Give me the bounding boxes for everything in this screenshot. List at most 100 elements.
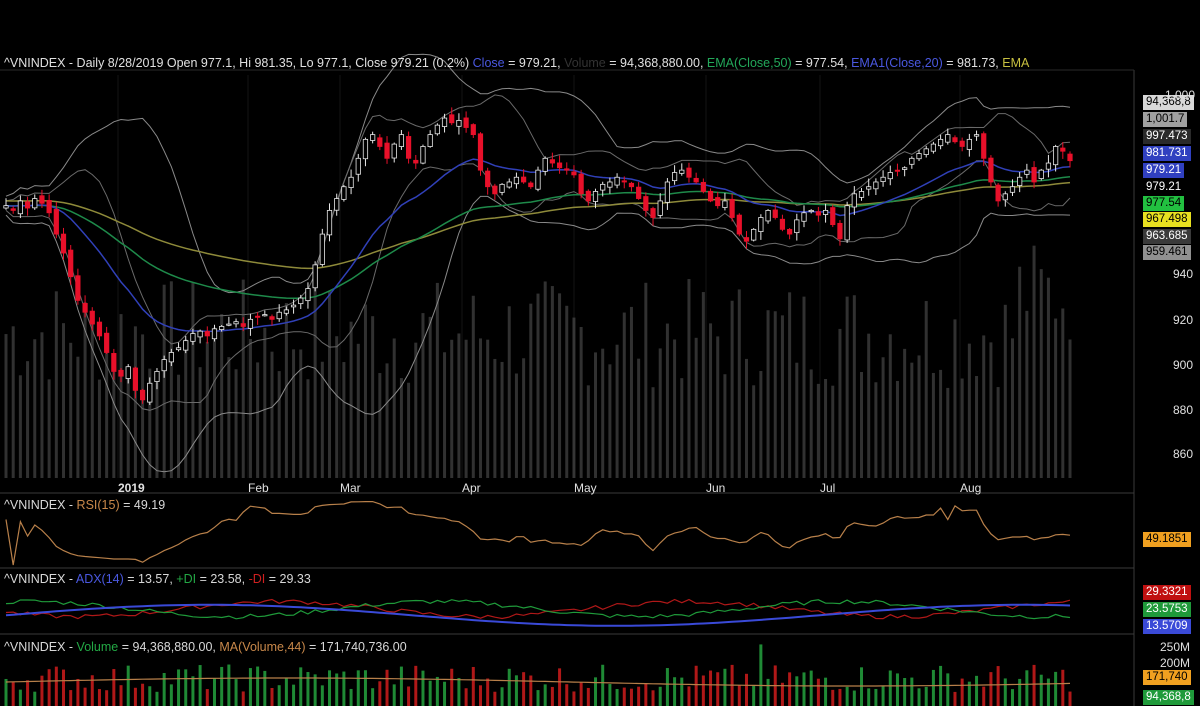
- candle-body: [319, 233, 325, 265]
- candle-body: [96, 321, 103, 337]
- volume-background-bar: [414, 342, 418, 478]
- volume-bar: [924, 686, 928, 706]
- candle-body: [305, 288, 311, 302]
- volume-background-bar: [105, 333, 109, 478]
- candle-body: [528, 182, 534, 188]
- volume-bar: [33, 691, 37, 706]
- volume-bar: [313, 674, 317, 706]
- ema50-legend: EMA(Close,50): [706, 56, 792, 70]
- candle-body: [636, 186, 642, 199]
- candle-body: [53, 209, 59, 235]
- ema50-legend-value: = 977.54,: [791, 56, 852, 70]
- candle-body: [614, 176, 620, 186]
- adx-legend-value: = 13.57,: [123, 572, 177, 586]
- volume-bar: [917, 688, 921, 706]
- volume-bar: [4, 678, 8, 706]
- candle-body: [751, 228, 757, 241]
- candle-body: [377, 137, 383, 147]
- candle-body: [858, 191, 865, 198]
- volume-bar: [522, 672, 526, 706]
- volume-background-bar: [69, 342, 73, 478]
- candle-body: [844, 205, 850, 241]
- volume-bar: [198, 665, 202, 706]
- volume-background-bar: [349, 321, 353, 478]
- volume-background-bar: [579, 327, 583, 478]
- volume-bar: [349, 688, 353, 706]
- volume-bar: [752, 685, 756, 706]
- volume-bar: [69, 690, 73, 706]
- x-axis-label-aug: Aug: [960, 481, 982, 495]
- volume-bar: [342, 671, 346, 706]
- volume-background-bar: [536, 293, 540, 478]
- candle-body: [391, 143, 397, 159]
- volume-background-bar: [802, 296, 806, 478]
- x-axis-label-mar: Mar: [340, 481, 361, 495]
- volume-background-bar: [665, 323, 669, 478]
- volume-background-bar: [816, 383, 820, 478]
- volume-bar: [629, 688, 633, 706]
- volume-bar: [1018, 678, 1022, 706]
- candle-body: [679, 169, 685, 174]
- ema-slow-legend: EMA: [1002, 56, 1030, 70]
- volume-bar: [428, 680, 432, 706]
- volume-bar: [493, 691, 497, 706]
- volume-bar: [363, 670, 367, 706]
- volume-background-bar: [917, 355, 921, 478]
- candle-body: [298, 297, 304, 305]
- candle-body: [362, 138, 369, 160]
- candle-body: [334, 198, 340, 211]
- volume-bar: [651, 690, 655, 706]
- volume-bar: [1003, 678, 1007, 706]
- candle-body: [643, 196, 649, 211]
- ema20-legend-value: = 981.73,: [942, 56, 1003, 70]
- candle-body: [82, 303, 88, 313]
- volume-background-bar: [975, 376, 979, 478]
- candle-body: [535, 169, 541, 190]
- volume-background-bar: [874, 382, 878, 478]
- volume-background-bar: [26, 361, 30, 478]
- candle-body: [477, 133, 484, 171]
- volume-bar: [328, 670, 332, 706]
- price-tag-ema20: 981.731: [1143, 146, 1191, 161]
- candle-body: [973, 134, 980, 137]
- volume-bar: [248, 668, 252, 706]
- volume-bar: [824, 677, 828, 706]
- volume-background-bar: [1054, 318, 1058, 478]
- volume-background-bar: [299, 349, 303, 478]
- volume-background-bar: [996, 387, 1000, 478]
- minus-di-line: [5, 598, 1071, 620]
- volume-background-bar: [881, 357, 885, 478]
- volume-bar: [874, 688, 878, 706]
- volume-bar: [558, 668, 562, 706]
- volume-background-bar: [18, 375, 22, 478]
- volume-background-bar: [953, 319, 957, 478]
- volume-background-bar: [730, 300, 734, 478]
- candle-body: [262, 314, 268, 317]
- y-axis-label-920: 920: [1173, 313, 1194, 327]
- volume-bar: [665, 668, 669, 706]
- volume-legend: Volume: [564, 56, 606, 70]
- volume-background-bar: [888, 334, 892, 478]
- volume-background-bar: [939, 369, 943, 478]
- volume-background-bar: [780, 315, 784, 478]
- volume-bar: [637, 686, 641, 706]
- volume-bar: [486, 678, 490, 706]
- outer-upper-band: [5, 53, 1071, 294]
- volume-bar: [860, 667, 864, 706]
- volume-background-bar: [658, 348, 662, 478]
- volume-bar: [809, 670, 813, 706]
- candle-body: [988, 157, 994, 183]
- outer-lower-band: [5, 195, 1071, 473]
- volume-bar: [622, 687, 626, 706]
- volume-bar: [141, 683, 145, 706]
- volume-background-bar: [112, 362, 116, 478]
- volume-bar: [960, 678, 964, 706]
- price-panel-header: ^VNINDEX - Daily 8/28/2019 Open 977.1, H…: [4, 56, 1029, 70]
- volume-background-bar: [76, 356, 80, 478]
- candle-body: [290, 304, 297, 308]
- volume-bar: [385, 669, 389, 706]
- volume-background-bar: [443, 352, 447, 478]
- price-tag-last: 979.21: [1143, 180, 1185, 195]
- candle-body: [283, 309, 289, 314]
- candle-body: [830, 207, 836, 226]
